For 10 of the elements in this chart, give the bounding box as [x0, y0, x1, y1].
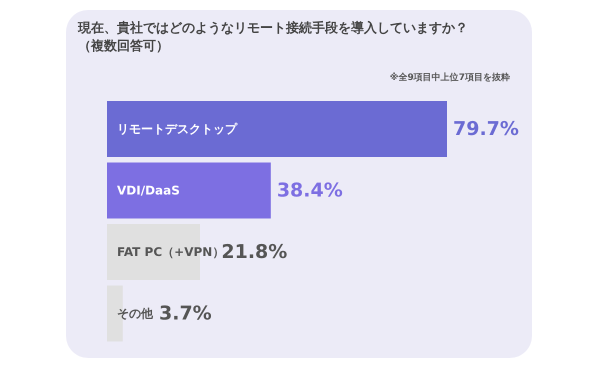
y-tick-label: リモートデスクトップ [117, 122, 238, 136]
bar [107, 101, 447, 157]
chart-title: 現在、貴社ではどのようなリモート接続手段を導入していますか？（複数回答可） [78, 20, 469, 56]
bar [107, 162, 271, 218]
y-tick-label: その他 [117, 306, 154, 320]
data-label: 3.7% [159, 302, 212, 324]
text: ※全9項目中上位7項目を抜粋 [390, 71, 510, 84]
data-label: 38.4% [276, 180, 343, 202]
y-tick-label: VDI/DaaS [117, 184, 180, 198]
data-label: 79.7% [453, 118, 519, 140]
